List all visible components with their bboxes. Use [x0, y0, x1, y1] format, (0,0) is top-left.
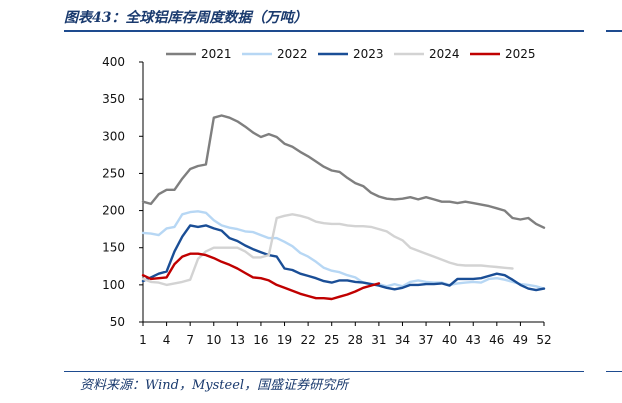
x-tick-label: 10 — [206, 333, 221, 347]
x-tick-label: 52 — [536, 333, 551, 347]
legend-label-2022: 2022 — [277, 47, 308, 61]
source-note: 资料来源：Wind，Mysteel，国盛证券研究所 — [80, 378, 349, 393]
series-line-2023 — [141, 224, 546, 292]
x-tick-label: 28 — [348, 333, 363, 347]
legend-label-2023: 2023 — [353, 47, 384, 61]
top-rule — [64, 30, 584, 32]
x-tick-label: 43 — [466, 333, 481, 347]
x-tick-label: 22 — [300, 333, 315, 347]
y-tick-label: 350 — [102, 92, 125, 106]
series-line-2025 — [141, 252, 381, 301]
top-rule-stub — [606, 30, 622, 32]
legend-label-2025: 2025 — [505, 47, 536, 61]
y-tick-label: 250 — [102, 166, 125, 180]
bottom-rule — [64, 371, 584, 372]
x-tick-label: 31 — [371, 333, 386, 347]
x-tick-label: 46 — [489, 333, 504, 347]
chart-title-bar: 图表43：全球铝库存周度数据（万吨） — [64, 6, 307, 30]
series-line-2024 — [141, 213, 514, 287]
series-line-2022 — [141, 210, 546, 290]
series-line-2021 — [141, 114, 546, 229]
x-tick-label: 1 — [139, 333, 147, 347]
bottom-rule-stub — [606, 371, 622, 372]
chart-title: 图表43：全球铝库存周度数据（万吨） — [64, 10, 308, 26]
x-tick-label: 40 — [442, 333, 457, 347]
chart-series — [141, 114, 546, 301]
x-tick-label: 37 — [418, 333, 433, 347]
x-tick-label: 34 — [395, 333, 410, 347]
x-tick-label: 25 — [324, 333, 339, 347]
chart-axes: 50 100 150 200 250 300 350 400 1 4 7 10 13 16 19 22 25 28… — [102, 55, 552, 347]
legend-label-2021: 2021 — [201, 47, 232, 61]
y-tick-label: 200 — [102, 204, 125, 218]
x-tick-label: 19 — [277, 333, 292, 347]
y-tick-label: 300 — [102, 129, 125, 143]
x-tick-label: 49 — [513, 333, 528, 347]
y-tick-label: 150 — [102, 241, 125, 255]
x-tick-label: 13 — [230, 333, 245, 347]
x-tick-label: 4 — [163, 333, 171, 347]
y-tick-label: 50 — [110, 315, 125, 329]
x-tick-label: 7 — [186, 333, 194, 347]
y-tick-label: 100 — [102, 278, 125, 292]
chart-legend: 2021 2022 2023 2024 2025 — [166, 47, 536, 61]
y-tick-label: 400 — [102, 55, 125, 69]
x-tick-label: 16 — [253, 333, 268, 347]
legend-label-2024: 2024 — [429, 47, 460, 61]
